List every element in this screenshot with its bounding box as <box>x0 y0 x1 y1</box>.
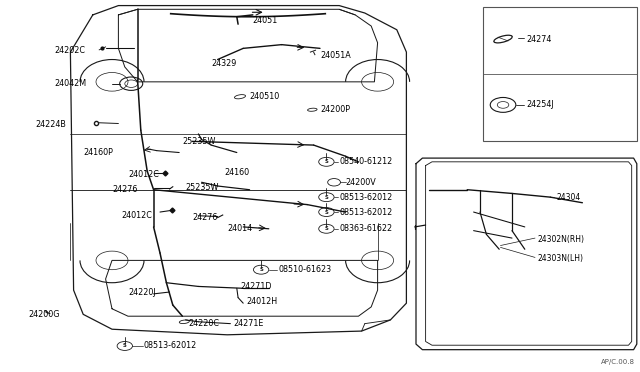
Text: 24012C: 24012C <box>128 170 159 179</box>
Text: 24271E: 24271E <box>234 319 264 328</box>
Text: 08513-62012: 08513-62012 <box>144 341 197 350</box>
Text: 08513-62012: 08513-62012 <box>339 208 392 217</box>
Text: 24012H: 24012H <box>246 297 278 306</box>
Text: 24274: 24274 <box>526 35 552 44</box>
Text: 25235W: 25235W <box>182 137 216 146</box>
Text: 24200G: 24200G <box>29 310 60 319</box>
Text: S: S <box>324 209 328 215</box>
Text: 24160P: 24160P <box>83 148 113 157</box>
Text: 24042M: 24042M <box>54 79 86 88</box>
Text: 24200V: 24200V <box>346 178 376 187</box>
Text: 24012C: 24012C <box>122 211 152 220</box>
Text: 24160: 24160 <box>224 169 249 177</box>
Text: 240510: 240510 <box>250 92 280 101</box>
Text: 24329: 24329 <box>211 59 237 68</box>
Text: 24224B: 24224B <box>35 120 66 129</box>
Text: 24254J: 24254J <box>526 100 554 109</box>
Text: 24303N(LH): 24303N(LH) <box>538 254 584 263</box>
Text: 24051: 24051 <box>253 16 278 25</box>
Text: 25235W: 25235W <box>186 183 219 192</box>
Text: S: S <box>324 195 328 200</box>
Bar <box>483 7 637 141</box>
Text: 24200P: 24200P <box>320 105 350 114</box>
Text: S: S <box>324 226 328 231</box>
Text: 24051A: 24051A <box>320 51 351 60</box>
Text: 24271D: 24271D <box>240 282 271 291</box>
Text: 24276: 24276 <box>192 213 218 222</box>
Text: 24302N(RH): 24302N(RH) <box>538 235 584 244</box>
Text: 24304: 24304 <box>557 193 581 202</box>
Text: 08363-61622: 08363-61622 <box>339 224 392 233</box>
Text: 08513-62012: 08513-62012 <box>339 193 392 202</box>
Text: 08510-61623: 08510-61623 <box>278 265 332 274</box>
Text: S: S <box>324 159 328 164</box>
Text: AP/C.00.8: AP/C.00.8 <box>601 359 635 365</box>
Text: 08540-61212: 08540-61212 <box>339 157 392 166</box>
Text: 24202C: 24202C <box>54 46 85 55</box>
Text: 24220J: 24220J <box>128 288 156 296</box>
Text: 24276: 24276 <box>112 185 138 194</box>
Text: 24220C: 24220C <box>189 319 220 328</box>
Text: S: S <box>123 343 127 349</box>
Text: 24014: 24014 <box>227 224 252 233</box>
Text: S: S <box>259 267 263 272</box>
